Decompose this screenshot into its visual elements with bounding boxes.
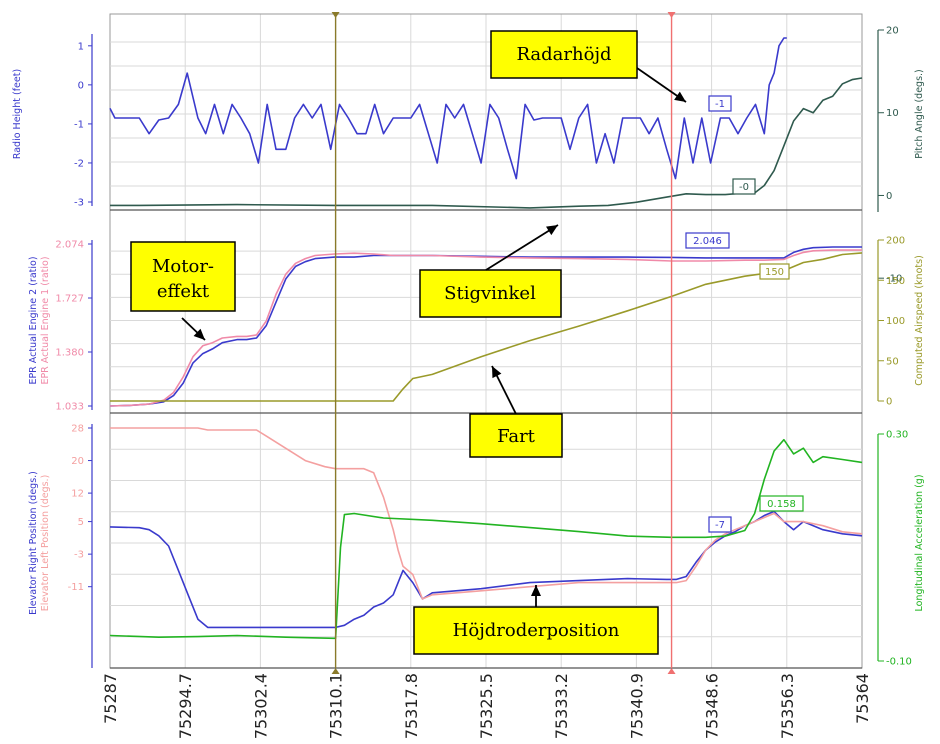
x-tick-label: 75287 [101,673,120,724]
callout-radarhojd-text: Radarhöjd [516,44,611,65]
left-tick-label: -1 [74,119,84,130]
cursor-value-box [685,232,730,249]
cursor-marker-bottom-1 [331,668,340,674]
arrow-stigvinkel-shaft [485,224,559,271]
callout-hojdroderposition: Höjdroderposition [413,606,659,655]
left-axis-label-2: EPR Actual Engine 1 (ratio) [40,256,51,384]
left-tick-label: -3 [74,550,84,561]
left-tick-label: 28 [71,424,84,435]
right-tick-label: 0 [886,397,892,408]
right-tick-label: 150 [886,276,905,287]
x-tick-label: 75310.1 [327,673,346,739]
callout-hojdroder-text: Höjdroderposition [453,620,620,641]
right-tick-label: -10 [886,274,902,285]
cursor-marker-top-1 [331,12,340,18]
cursor-value-box [708,516,732,533]
callout-motor-line2: effekt [157,281,210,302]
x-tick-label: 75364 [853,673,872,724]
left-tick-label: 2.074 [55,240,84,251]
series-elevator-left-position [110,427,863,600]
right-tick-label: 0 [886,191,892,202]
left-tick-label: 1.727 [55,294,84,305]
right-tick-label: 100 [886,316,905,327]
left-tick-label: -11 [68,582,84,593]
series-epr-actual-engine-2 [109,246,862,407]
right-axis-label: Pitch Angle (degs.) [914,69,925,159]
callout-motor-line1: Motor- [152,256,214,277]
left-axis-label: Radio Height (feet) [12,69,23,159]
cursor-value-box [759,495,804,512]
right-tick-label: 200 [886,236,905,247]
x-tick-label: 75356.3 [778,673,797,739]
right-tick-label: 0.30 [886,430,908,441]
series-radio-height [109,37,787,180]
x-tick-label: 75302.4 [251,673,270,739]
left-tick-label: -3 [74,198,84,209]
cursor-layer[interactable]: -1 -0 2.046 150 -7 0.158 [331,12,804,674]
left-tick-label: 12 [71,489,84,500]
x-tick-label: 75348.6 [703,673,722,739]
left-tick-label: 20 [71,456,84,467]
cursor-value-box [759,263,790,280]
right-tick-label: -0.10 [886,657,912,668]
arrow-hojdroder-head [531,585,541,596]
right-axis-label: Longitudinal Acceleration (g) [914,474,925,611]
arrow-radarhojd-head [674,91,686,102]
x-tick-label: 75333.2 [552,673,571,739]
callout-stigvinkel-text: Stigvinkel [444,283,536,304]
left-tick-label: -2 [74,158,84,169]
left-axis-label-2: Elevator Left Position (degs.) [40,475,51,612]
cursor-value-label: -1 [715,99,725,110]
callout-motoreffekt: Motor- effekt [130,241,236,312]
left-tick-label: 0 [78,80,84,91]
cursor-marker-top-2 [667,12,676,18]
callout-fart-text: Fart [497,426,536,447]
cursor-value-label: 2.046 [693,236,722,247]
axes-layer: 75287 75294.7 75302.4 75310.1 75317.8 75325.5… [12,26,925,740]
right-tick-label: 20 [886,26,899,37]
arrows-layer [181,67,687,607]
cursor-value-label: -7 [715,520,725,531]
arrow-motoreffekt-head [193,328,205,340]
x-tick-label: 75340.9 [627,673,646,739]
cursor-value-label: 0.158 [767,499,796,510]
left-tick-label: 5 [78,517,84,528]
right-axis-label: Computed Airspeed (knots) [914,255,925,386]
left-tick-label: 1 [78,41,84,52]
cursor-value-box [708,95,732,112]
arrow-fart-head [492,366,502,379]
series-computed-airspeed [110,252,863,402]
cursor-value-label: -0 [739,182,749,193]
x-tick-label: 75317.8 [402,673,421,739]
callout-fart: Fart [469,413,563,458]
cursor-value-label: 150 [765,267,784,278]
callout-radarhojd: Radarhöjd [490,30,638,79]
x-tick-label: 75294.7 [176,673,195,739]
series-longitudinal-acceleration [109,438,863,640]
left-tick-label: 1.033 [55,402,84,413]
right-tick-label: 10 [886,108,899,119]
left-axis-label: EPR Actual Engine 2 (ratio) [28,256,39,384]
right-tick-label: 50 [886,356,899,367]
left-axis-label: Elevator Right Position (degs.) [28,471,39,615]
left-tick-label: 1.380 [55,348,84,359]
cursor-marker-bottom-2 [667,668,676,674]
series-epr-actual-engine-1 [109,249,862,407]
callout-stigvinkel: Stigvinkel [419,269,562,318]
cursor-value-box [732,178,756,195]
x-tick-label: 75325.5 [477,673,496,739]
grid [109,13,863,669]
arrow-stigvinkel-head [546,225,558,236]
